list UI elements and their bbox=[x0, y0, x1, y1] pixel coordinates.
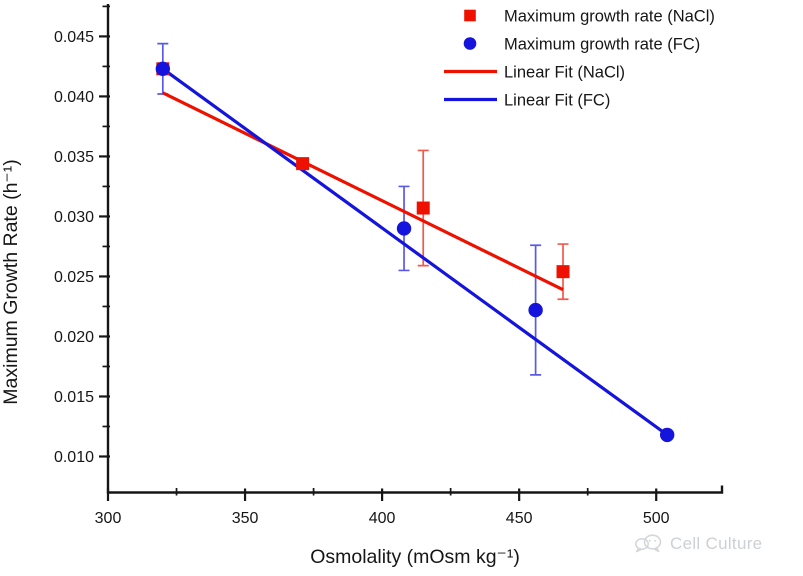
y-tick-label: 0.035 bbox=[54, 149, 94, 166]
legend-label: Linear Fit (FC) bbox=[504, 92, 610, 110]
y-tick-label: 0.025 bbox=[54, 269, 94, 286]
x-tick-label: 300 bbox=[95, 510, 122, 527]
watermark-text: Cell Culture bbox=[670, 534, 763, 553]
x-tick-label: 450 bbox=[506, 510, 533, 527]
x-axis-title: Osmolality (mOsm kg⁻¹) bbox=[310, 546, 520, 568]
legend-label: Maximum growth rate (NaCl) bbox=[504, 8, 715, 26]
chat-bubbles-icon bbox=[635, 534, 662, 553]
data-point-circle bbox=[528, 302, 543, 318]
legend-marker-square bbox=[464, 9, 476, 22]
legend-label: Maximum growth rate (FC) bbox=[504, 36, 700, 54]
data-point-square bbox=[296, 157, 310, 171]
y-tick-label: 0.015 bbox=[54, 389, 94, 406]
data-point-square bbox=[556, 265, 570, 279]
y-tick-label: 0.045 bbox=[54, 29, 94, 46]
axis-spines bbox=[106, 4, 724, 494]
data-point-circle bbox=[396, 221, 412, 236]
y-tick-label: 0.020 bbox=[54, 329, 94, 346]
data-point-square bbox=[416, 201, 430, 215]
fit-line bbox=[162, 91, 564, 292]
data-point-circle bbox=[659, 427, 675, 443]
legend-marker-circle bbox=[463, 37, 477, 50]
y-tick-label: 0.040 bbox=[54, 89, 94, 106]
y-axis-title: Maximum Growth Rate (h⁻¹) bbox=[0, 159, 22, 404]
x-tick-label: 400 bbox=[369, 510, 396, 527]
legend-label: Linear Fit (NaCl) bbox=[504, 64, 625, 82]
fit-line bbox=[161, 67, 669, 437]
x-tick-label: 500 bbox=[643, 510, 670, 527]
y-tick-label: 0.010 bbox=[54, 449, 94, 466]
y-tick-label: 0.030 bbox=[54, 209, 94, 226]
x-tick-label: 350 bbox=[232, 510, 259, 527]
data-point-circle bbox=[155, 61, 171, 77]
watermark: Cell Culture bbox=[633, 530, 762, 558]
